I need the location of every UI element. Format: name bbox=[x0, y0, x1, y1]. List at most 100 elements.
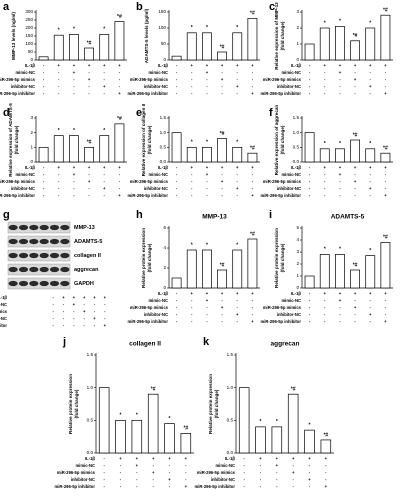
condition-sign: - bbox=[324, 319, 326, 324]
significance-mark: *# bbox=[383, 235, 388, 241]
y-tick-label: 0.5 bbox=[227, 418, 234, 423]
bar bbox=[99, 135, 110, 163]
condition-sign: + bbox=[103, 84, 106, 89]
panel-label: g bbox=[3, 209, 10, 221]
significance-mark: * bbox=[191, 140, 193, 146]
condition-sign: + bbox=[88, 63, 91, 68]
condition-sign: - bbox=[309, 91, 311, 96]
significance-mark: * bbox=[191, 242, 193, 248]
condition-sign: + bbox=[384, 63, 387, 68]
condition-sign: - bbox=[237, 91, 239, 96]
condition-sign: - bbox=[370, 91, 372, 96]
condition-sign: + bbox=[73, 295, 76, 300]
condition-sign: - bbox=[339, 305, 341, 310]
bar bbox=[217, 138, 227, 163]
condition-sign: + bbox=[384, 91, 387, 96]
condition-sign: - bbox=[385, 298, 387, 303]
y-tick-label: 5 bbox=[296, 225, 299, 230]
significance-mark: *# bbox=[183, 426, 188, 432]
condition-sign: - bbox=[385, 77, 387, 82]
condition-sign: + bbox=[251, 291, 254, 296]
significance-mark: * bbox=[236, 25, 238, 31]
condition-sign: - bbox=[169, 463, 171, 468]
condition-sign: + bbox=[236, 186, 239, 191]
bar bbox=[304, 429, 315, 454]
condition-sign: - bbox=[339, 179, 341, 184]
condition-sign: - bbox=[260, 484, 262, 489]
condition-sign: - bbox=[52, 302, 54, 307]
condition-sign: - bbox=[119, 179, 121, 184]
blot-band bbox=[60, 224, 70, 231]
significance-mark: *# bbox=[117, 14, 122, 20]
condition-sign: - bbox=[63, 316, 65, 321]
condition-sign: - bbox=[339, 312, 341, 317]
condition-sign: + bbox=[73, 302, 76, 307]
bar bbox=[114, 123, 125, 163]
y-tick-label: 1.0 bbox=[227, 385, 234, 390]
condition-label: miR-296-5p mimics bbox=[57, 470, 96, 475]
condition-sign: - bbox=[52, 295, 54, 300]
condition-label: inhibitor-NC bbox=[0, 316, 7, 321]
condition-sign: + bbox=[369, 186, 372, 191]
condition-sign: + bbox=[104, 323, 107, 328]
condition-sign: + bbox=[339, 298, 342, 303]
condition-label: miR-296-5p inhibitor bbox=[261, 319, 302, 324]
condition-sign: + bbox=[73, 172, 76, 177]
condition-sign: - bbox=[206, 319, 208, 324]
condition-sign: - bbox=[260, 463, 262, 468]
condition-sign: + bbox=[206, 291, 209, 296]
condition-sign: + bbox=[236, 312, 239, 317]
condition-sign: + bbox=[73, 165, 76, 170]
condition-sign: - bbox=[176, 179, 178, 184]
y-tick-label: 300 bbox=[25, 9, 33, 14]
bar bbox=[335, 254, 345, 289]
y-tick-label: 100 bbox=[25, 41, 33, 46]
significance-mark: * bbox=[169, 416, 171, 422]
condition-sign: + bbox=[93, 316, 96, 321]
y-axis-label: (fold change) bbox=[280, 125, 285, 154]
condition-sign: - bbox=[176, 77, 178, 82]
condition-sign: + bbox=[384, 319, 387, 324]
condition-sign: + bbox=[93, 295, 96, 300]
condition-sign: + bbox=[136, 463, 139, 468]
condition-sign: - bbox=[176, 186, 178, 191]
condition-sign: - bbox=[221, 312, 223, 317]
blot-band bbox=[49, 280, 60, 287]
blot-band bbox=[29, 252, 39, 259]
blot-band bbox=[39, 238, 49, 245]
condition-sign: - bbox=[309, 70, 311, 75]
condition-sign: + bbox=[103, 186, 106, 191]
condition-sign: - bbox=[120, 470, 122, 475]
y-tick-label: 0.0 bbox=[227, 450, 234, 455]
condition-sign: + bbox=[325, 484, 328, 489]
condition-sign: - bbox=[185, 470, 187, 475]
condition-sign: - bbox=[52, 316, 54, 321]
bar bbox=[53, 135, 64, 163]
condition-sign: - bbox=[88, 91, 90, 96]
y-axis-label: (fold change) bbox=[74, 389, 79, 418]
condition-sign: - bbox=[191, 186, 193, 191]
blot-band bbox=[49, 266, 60, 273]
y-axis-label: MMP-13 levels (ng/ml) bbox=[11, 12, 16, 60]
significance-mark: *# bbox=[383, 8, 388, 14]
condition-sign: - bbox=[120, 484, 122, 489]
condition-sign: + bbox=[354, 291, 357, 296]
condition-label: mimic-NC bbox=[15, 172, 35, 177]
condition-sign: + bbox=[191, 291, 194, 296]
y-tick-label: 0.5 bbox=[293, 145, 300, 150]
condition-sign: - bbox=[176, 84, 178, 89]
condition-sign: + bbox=[251, 319, 254, 324]
condition-sign: + bbox=[369, 84, 372, 89]
y-tick-label: 1.5 bbox=[87, 352, 94, 357]
condition-sign: - bbox=[237, 319, 239, 324]
condition-sign: - bbox=[324, 298, 326, 303]
condition-sign: - bbox=[309, 312, 311, 317]
blot-band bbox=[8, 266, 18, 273]
condition-sign: - bbox=[252, 312, 254, 317]
blot-strip bbox=[7, 221, 71, 234]
condition-sign: + bbox=[206, 70, 209, 75]
y-axis-label: Relative protein expression bbox=[274, 228, 279, 288]
condition-sign: + bbox=[308, 456, 311, 461]
significance-mark: * bbox=[58, 128, 60, 134]
condition-label: miR-296-5p inhibitor bbox=[128, 319, 169, 324]
